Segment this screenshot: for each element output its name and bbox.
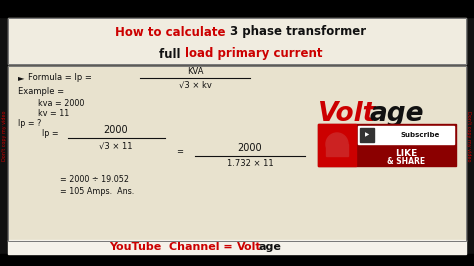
Text: kv = 11: kv = 11 bbox=[38, 109, 69, 118]
Bar bbox=[318, 124, 356, 166]
Text: How to calculate: How to calculate bbox=[115, 26, 230, 39]
Text: 2000: 2000 bbox=[237, 143, 262, 153]
Text: KVA: KVA bbox=[187, 66, 203, 76]
Bar bbox=[8, 18, 466, 64]
Bar bbox=[360, 128, 374, 142]
Bar bbox=[0, 0, 474, 17]
Text: ▶: ▶ bbox=[365, 132, 369, 138]
Text: 1.732 × 11: 1.732 × 11 bbox=[227, 160, 273, 168]
Text: Example =: Example = bbox=[18, 88, 64, 97]
Text: full: full bbox=[159, 48, 185, 60]
Bar bbox=[8, 66, 466, 241]
Text: Formula = Ip =: Formula = Ip = bbox=[28, 73, 92, 82]
Bar bbox=[8, 66, 466, 241]
Text: =: = bbox=[176, 148, 183, 156]
Text: √3 × kv: √3 × kv bbox=[179, 81, 211, 89]
Circle shape bbox=[326, 133, 348, 155]
Text: Ip =: Ip = bbox=[42, 130, 59, 139]
Bar bbox=[0, 254, 474, 266]
Text: Subscribe: Subscribe bbox=[401, 132, 440, 138]
Text: ►: ► bbox=[18, 73, 25, 82]
Text: = 105 Amps.  Ans.: = 105 Amps. Ans. bbox=[60, 186, 134, 196]
Bar bbox=[8, 18, 466, 64]
Text: YouTube  Channel =: YouTube Channel = bbox=[109, 242, 237, 252]
Text: Ip = ?: Ip = ? bbox=[18, 119, 41, 128]
Text: kva = 2000: kva = 2000 bbox=[38, 99, 84, 109]
Text: Don't copy my video: Don't copy my video bbox=[466, 111, 472, 161]
Text: Don't copy my video: Don't copy my video bbox=[2, 111, 8, 161]
Text: 2000: 2000 bbox=[104, 125, 128, 135]
Bar bbox=[318, 124, 456, 166]
Text: & SHARE: & SHARE bbox=[387, 156, 425, 165]
Text: load primary current: load primary current bbox=[185, 48, 322, 60]
Text: √3 × 11: √3 × 11 bbox=[99, 142, 133, 151]
Text: age: age bbox=[370, 101, 425, 127]
Text: LIKE: LIKE bbox=[395, 148, 417, 157]
Text: Volt: Volt bbox=[237, 242, 262, 252]
Bar bbox=[358, 126, 454, 144]
Bar bbox=[326, 144, 348, 156]
Text: Volt: Volt bbox=[318, 101, 376, 127]
Text: age: age bbox=[259, 242, 282, 252]
Text: = 2000 ÷ 19.052: = 2000 ÷ 19.052 bbox=[60, 174, 129, 184]
Bar bbox=[8, 240, 466, 254]
Text: 3 phase transformer: 3 phase transformer bbox=[230, 26, 366, 39]
